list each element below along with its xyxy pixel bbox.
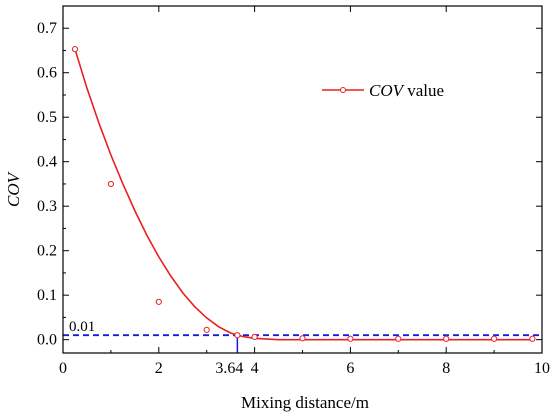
x-tick-label: 6 — [346, 360, 354, 377]
data-point — [491, 335, 498, 342]
data-point — [299, 335, 306, 342]
x-tick-label: 0 — [59, 360, 67, 377]
data-point — [234, 332, 241, 339]
x-tick-label: 4 — [251, 360, 259, 377]
data-point — [155, 298, 162, 305]
y-tick-label: 0.4 — [37, 154, 57, 171]
x-tick-label: 10 — [534, 360, 550, 377]
axes: 0 2 4 6 8 10 0.0 0.1 0.2 0.3 0.4 0.5 0.6 0.7 — [37, 5, 550, 377]
x-tick-label: 2 — [155, 360, 163, 377]
y-tick-label: 0.1 — [37, 287, 57, 304]
y-tick-label: 0.3 — [37, 198, 57, 215]
data-point — [347, 335, 354, 342]
data-point — [71, 46, 79, 53]
legend-label: COV value — [369, 81, 444, 100]
data-point — [107, 180, 115, 188]
data-point — [443, 335, 450, 342]
x-axis-title: Mixing distance/m — [241, 393, 369, 412]
x-tick-label: 8 — [442, 360, 450, 377]
fit-curve — [74, 48, 533, 341]
y-tick-label: 0.2 — [37, 243, 57, 260]
plot-marks: 0.01 3.64 — [63, 46, 542, 377]
data-point — [203, 326, 210, 333]
y-tick-label: 0.7 — [37, 20, 57, 37]
data-point — [251, 333, 258, 341]
legend-marker-swatch — [340, 87, 346, 93]
legend-label-italic: COV — [369, 81, 406, 100]
y-tick-label: 0.6 — [37, 65, 57, 82]
reference-label-vertical: 3.64 — [215, 360, 243, 377]
legend-label-plain: value — [403, 81, 444, 100]
legend: COV value — [322, 81, 444, 100]
data-point — [395, 335, 402, 342]
plot-frame — [62, 5, 543, 354]
y-tick-label: 0.0 — [37, 332, 57, 349]
data-point — [529, 335, 536, 342]
y-axis-title: COV — [4, 170, 23, 207]
reference-label-horizontal: 0.01 — [69, 319, 95, 335]
y-tick-label: 0.5 — [37, 109, 57, 126]
